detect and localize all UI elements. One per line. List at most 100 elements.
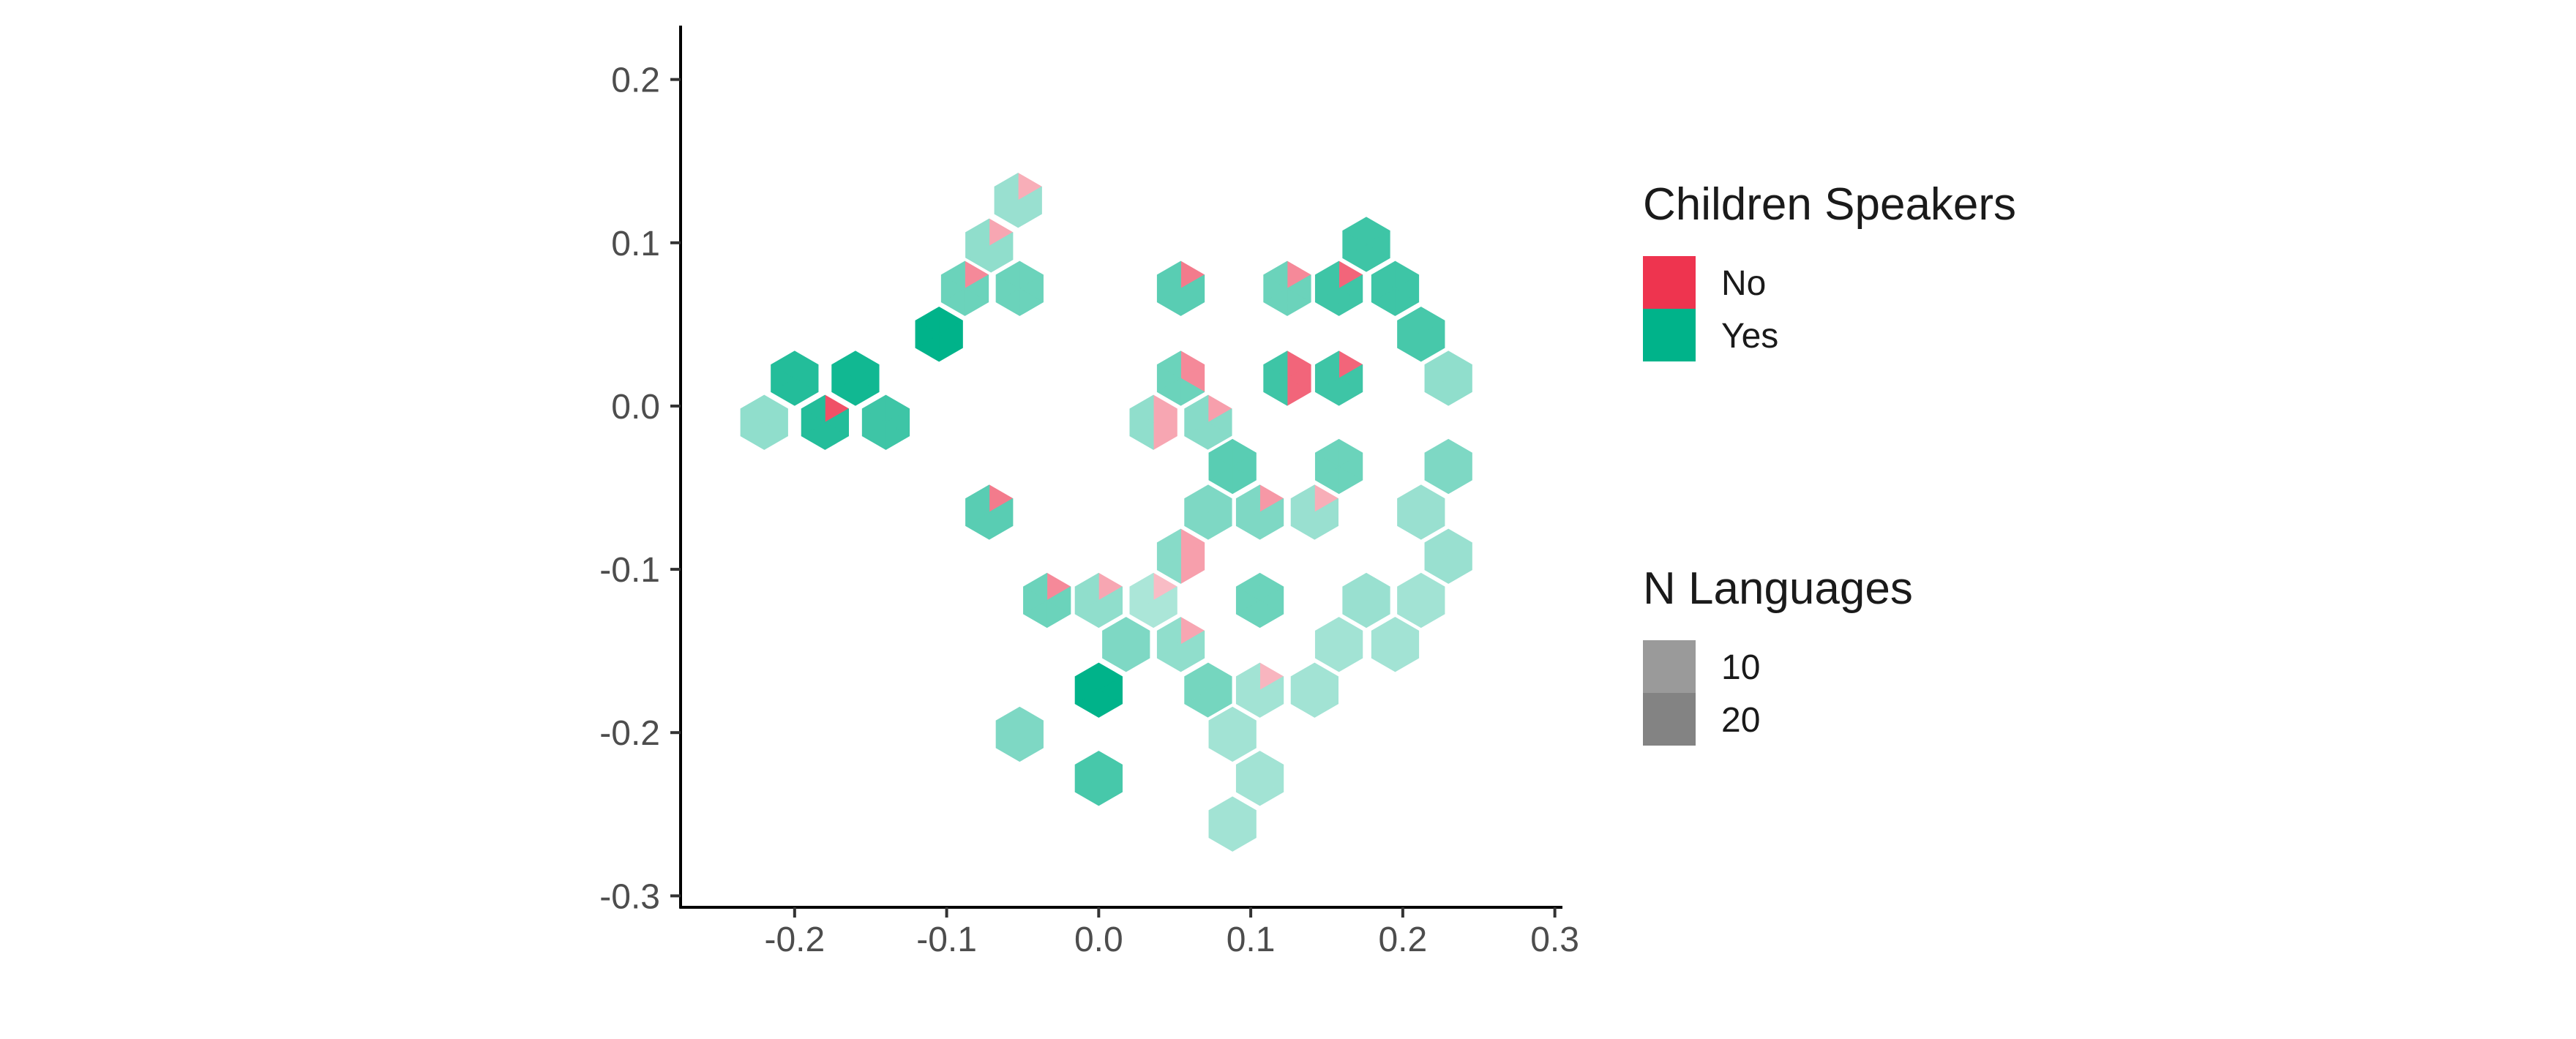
legend-label: Yes	[1721, 317, 1778, 356]
hex-outline	[1394, 481, 1448, 544]
hex-outline	[1232, 659, 1287, 721]
hex-outline	[737, 391, 791, 454]
y-tick-label: -0.3	[599, 877, 660, 916]
x-tick-label: 0.0	[1074, 920, 1123, 959]
hex-outline	[1071, 747, 1126, 810]
hex-outline	[1153, 257, 1208, 320]
hex-outline	[1232, 569, 1287, 631]
legend-key	[1643, 640, 1696, 693]
hex-bin	[939, 258, 991, 318]
hex-outline	[1126, 391, 1180, 454]
hex-bin	[1127, 392, 1180, 452]
legend-label: 10	[1721, 648, 1760, 687]
hex-bin	[738, 392, 790, 452]
hex-bin	[1182, 482, 1235, 542]
hex-outline	[992, 257, 1046, 320]
hex-bin	[798, 392, 851, 452]
hex-bin	[963, 482, 1016, 542]
hex-bin	[1182, 392, 1235, 452]
hex-bin	[860, 392, 912, 452]
hex-outline	[1126, 569, 1180, 631]
hex-bin	[1234, 482, 1287, 542]
legend-key	[1643, 693, 1696, 746]
hex-outline	[798, 391, 853, 454]
hex-outline	[937, 257, 992, 320]
hex-outline	[1421, 435, 1475, 498]
hex-bin	[1127, 570, 1180, 631]
hex-outline	[768, 347, 822, 410]
hex-outline	[1394, 303, 1448, 366]
hex-outline	[992, 703, 1046, 765]
hex-bin	[1182, 660, 1235, 720]
hex-bin	[1422, 526, 1475, 586]
legend-key	[1643, 309, 1696, 361]
hex-outline	[1099, 613, 1153, 676]
hex-bin	[1369, 615, 1421, 675]
hex-outline	[1368, 613, 1423, 676]
legend-label: No	[1721, 264, 1766, 303]
hex-bin	[1100, 615, 1153, 675]
hex-outline	[1153, 347, 1208, 410]
x-tick-label: 0.1	[1227, 920, 1276, 959]
legend-title-children-speakers: Children Speakers	[1643, 179, 2016, 230]
hex-bin	[1021, 570, 1074, 631]
hex-bin	[1261, 348, 1314, 408]
hex-outline	[1421, 525, 1475, 588]
hex-outline	[1153, 613, 1208, 676]
x-tick-label: 0.2	[1378, 920, 1427, 959]
hex-outline	[1205, 703, 1259, 765]
hex-outline	[1339, 569, 1393, 631]
hex-bins	[737, 169, 1475, 855]
hex-bin	[1422, 436, 1475, 497]
hex-bin	[1072, 749, 1125, 809]
legend-key	[1643, 256, 1696, 309]
hex-bin	[1206, 436, 1259, 497]
hex-outline	[1339, 213, 1393, 276]
hex-outline	[1368, 257, 1423, 320]
y-tick-label: 0.2	[611, 61, 660, 100]
hex-bin	[1288, 660, 1341, 720]
hex-bin	[1313, 615, 1366, 675]
hex-bin	[1234, 749, 1287, 809]
hex-bin	[1340, 570, 1393, 631]
hex-outline	[1287, 481, 1341, 544]
hex-bin	[1155, 258, 1207, 318]
hex-bin	[1313, 348, 1366, 408]
x-tick-label: 0.3	[1530, 920, 1579, 959]
hex-outline	[991, 169, 1045, 232]
hex-outline	[1232, 481, 1287, 544]
hex-outline	[962, 481, 1016, 544]
hex-bin	[1340, 214, 1393, 274]
y-tick-label: -0.1	[599, 551, 660, 590]
x-tick-label: -0.2	[764, 920, 825, 959]
hex-bin	[768, 348, 821, 408]
hex-bin	[1234, 570, 1287, 631]
hex-bin	[1395, 570, 1448, 631]
hex-bin	[993, 258, 1046, 318]
hex-outline	[1287, 659, 1341, 721]
hex-bin	[1155, 615, 1207, 675]
x-tick-label: -0.1	[916, 920, 977, 959]
legends: Children Speakers No Yes N Languages 10 20	[1643, 179, 2016, 746]
y-tick-label: 0.0	[611, 388, 660, 427]
hex-outline	[858, 391, 913, 454]
hex-outline	[1071, 659, 1126, 721]
hex-outline	[828, 347, 883, 410]
hex-bin	[993, 704, 1046, 765]
legend-label: 20	[1721, 701, 1760, 740]
hex-outline	[912, 303, 966, 366]
hex-bin	[1072, 660, 1125, 720]
hex-bin	[1206, 704, 1259, 765]
hex-bin	[1369, 258, 1421, 318]
hex-bin	[1395, 304, 1448, 364]
hex-outline	[1232, 747, 1287, 810]
y-tick-label: -0.2	[599, 714, 660, 753]
axes: -0.2 -0.1 0.0 0.1 0.2 0.3 0.2 0.1 0.0 -0.1 -0.2 -0.…	[599, 26, 1579, 959]
hex-outline	[1153, 525, 1208, 588]
legend-title-n-languages: N Languages	[1643, 563, 1913, 614]
hex-bin	[1155, 526, 1207, 586]
hex-outline	[1311, 347, 1366, 410]
hex-outline	[1205, 792, 1259, 855]
hex-bin	[1206, 794, 1259, 854]
